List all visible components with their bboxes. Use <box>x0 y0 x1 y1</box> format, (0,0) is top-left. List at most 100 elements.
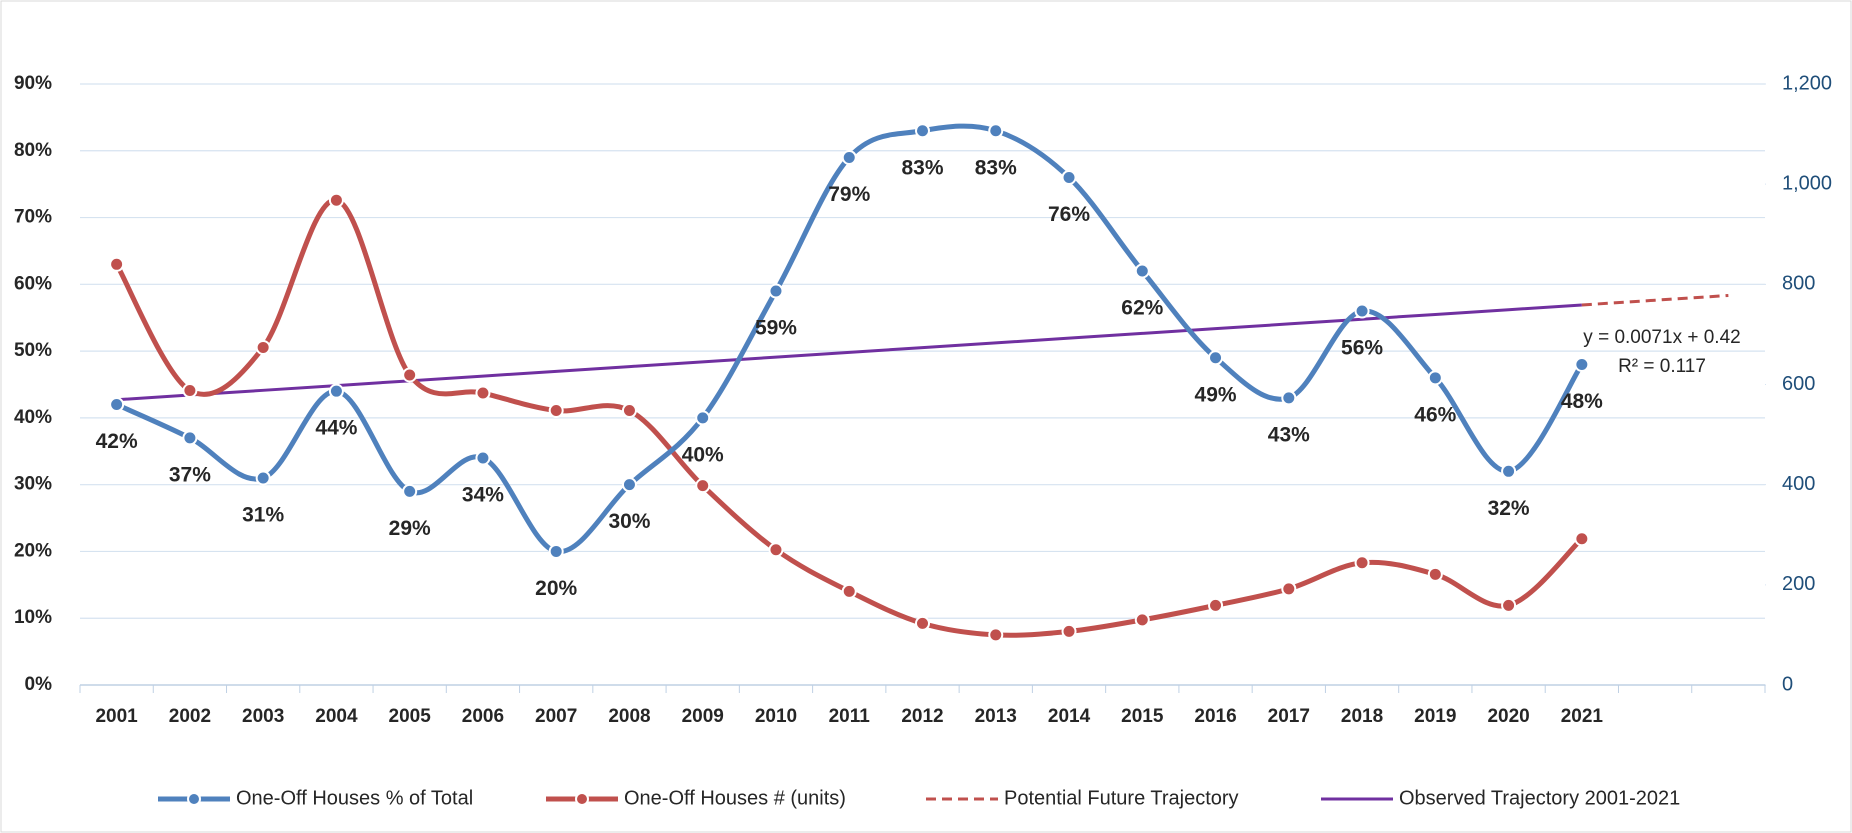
x-tick-label: 2005 <box>389 706 432 727</box>
x-tick-label: 2002 <box>169 706 211 727</box>
marker <box>475 450 491 466</box>
data-label: 31% <box>242 504 284 527</box>
data-label: 34% <box>462 484 504 507</box>
legend-label: One-Off Houses # (units) <box>624 787 846 809</box>
y2-tick-label: 1,000 <box>1782 172 1832 194</box>
marker <box>1354 303 1370 319</box>
x-tick-label: 2007 <box>535 706 577 727</box>
y2-tick-label: 800 <box>1782 273 1815 295</box>
y-tick-label: 80% <box>14 140 52 161</box>
series-line <box>114 197 1584 638</box>
x-tick-label: 2017 <box>1268 706 1310 727</box>
data-label: 56% <box>1341 337 1383 360</box>
x-tick-label: 2013 <box>975 706 1017 727</box>
marker <box>1574 356 1590 372</box>
x-tick-label: 2004 <box>315 706 358 727</box>
marker <box>402 483 418 499</box>
marker <box>1501 597 1517 613</box>
x-tick-label: 2020 <box>1487 706 1529 727</box>
marker <box>988 627 1004 643</box>
marker <box>109 256 125 272</box>
marker <box>1281 581 1297 597</box>
marker <box>548 403 564 419</box>
annotation: y = 0.0071x + 0.42 <box>1583 327 1740 348</box>
data-label: 40% <box>682 443 724 466</box>
marker <box>1501 463 1517 479</box>
y-tick-label: 90% <box>14 73 52 94</box>
marker <box>1208 350 1224 366</box>
data-label: 37% <box>169 463 211 486</box>
marker <box>768 283 784 299</box>
data-label: 79% <box>828 183 870 206</box>
marker <box>915 123 930 139</box>
marker <box>182 430 198 446</box>
y-tick-label: 10% <box>14 607 52 628</box>
marker <box>255 470 271 486</box>
data-label: 83% <box>901 156 943 179</box>
marker <box>1134 612 1150 628</box>
x-tick-label: 2021 <box>1561 706 1604 727</box>
y-tick-label: 20% <box>14 540 52 561</box>
marker <box>841 149 857 165</box>
x-tick-label: 2010 <box>755 706 797 727</box>
marker <box>255 339 271 355</box>
marker <box>328 383 344 399</box>
data-label: 32% <box>1488 497 1530 520</box>
data-label: 29% <box>389 517 431 540</box>
marker <box>548 543 564 559</box>
marker <box>182 383 198 399</box>
marker <box>402 367 418 383</box>
legend-marker <box>187 792 201 806</box>
marker <box>1208 597 1224 613</box>
series-line <box>115 123 1584 554</box>
data-label: 59% <box>755 317 797 340</box>
series-line <box>116 303 1582 402</box>
x-tick-label: 2012 <box>901 706 943 727</box>
data-label: 20% <box>535 577 577 600</box>
data-label: 76% <box>1048 203 1090 226</box>
x-tick-label: 2015 <box>1121 706 1164 727</box>
marker <box>695 410 711 426</box>
marker <box>109 397 125 413</box>
marker <box>475 385 491 401</box>
data-label: 30% <box>608 510 650 533</box>
y2-tick-label: 1,200 <box>1782 72 1832 94</box>
y2-tick-label: 400 <box>1782 473 1815 495</box>
y2-tick-label: 200 <box>1782 573 1815 595</box>
x-tick-label: 2008 <box>608 706 650 727</box>
marker <box>1574 531 1590 547</box>
marker <box>328 192 344 208</box>
marker <box>1354 555 1370 571</box>
y-tick-label: 60% <box>14 273 52 294</box>
marker <box>621 477 637 493</box>
legend-label: Potential Future Trajectory <box>1004 787 1239 809</box>
data-label: 43% <box>1268 423 1310 446</box>
marker <box>1134 263 1150 279</box>
data-label: 48% <box>1561 390 1603 413</box>
x-tick-label: 2006 <box>462 706 504 727</box>
marker <box>915 615 930 631</box>
y2-tick-label: 600 <box>1782 373 1815 395</box>
marker <box>695 478 711 494</box>
y-tick-label: 0% <box>25 674 53 695</box>
legend-marker <box>575 792 589 806</box>
marker <box>1061 623 1077 639</box>
y-tick-label: 50% <box>14 340 52 361</box>
y-tick-label: 70% <box>14 207 52 228</box>
marker <box>1427 370 1443 386</box>
x-tick-label: 2003 <box>242 706 284 727</box>
legend-label: One-Off Houses % of Total <box>236 787 473 809</box>
data-label: 42% <box>96 430 138 453</box>
annotation: R² = 0.117 <box>1618 356 1706 377</box>
x-tick-label: 2016 <box>1194 706 1236 727</box>
x-tick-label: 2011 <box>829 706 871 727</box>
y-tick-label: 30% <box>14 474 52 495</box>
x-tick-label: 2019 <box>1414 706 1456 727</box>
data-label: 49% <box>1195 383 1237 406</box>
data-label: 83% <box>975 156 1017 179</box>
marker <box>988 123 1004 139</box>
marker <box>768 542 784 558</box>
marker <box>1061 169 1077 185</box>
x-tick-label: 2009 <box>682 706 724 727</box>
